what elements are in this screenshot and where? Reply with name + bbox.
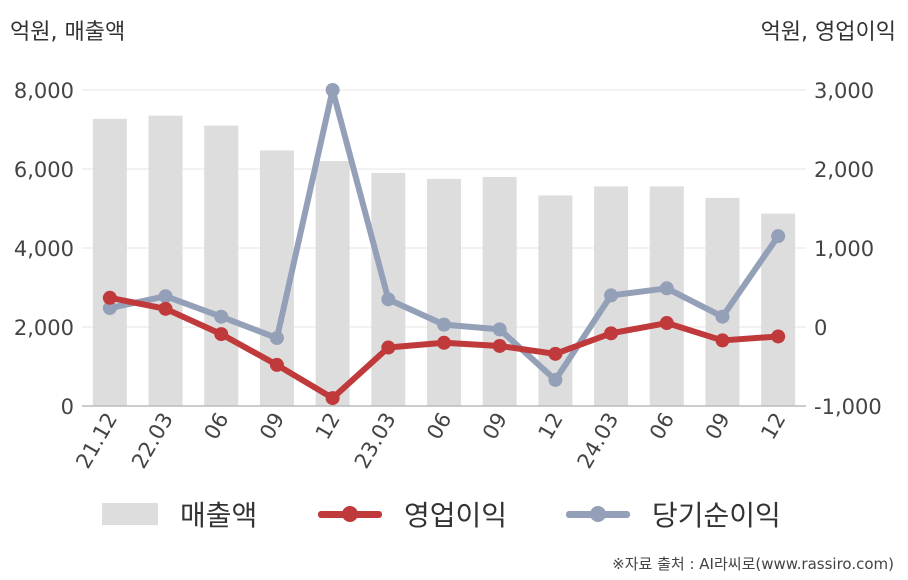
right-axis-unit-label: 억원, 영업이익 <box>760 20 896 45</box>
point-operating-profit-8 <box>548 346 563 361</box>
right-tick-label-4: 3,000 <box>814 79 874 103</box>
x-tick-label-10: 06 <box>645 409 679 444</box>
x-tick-label-11: 09 <box>701 409 735 444</box>
point-net-income-3 <box>269 331 284 346</box>
point-net-income-6 <box>437 317 451 332</box>
point-net-income-8 <box>548 372 563 387</box>
source-credit: ※자료 출처 : AI라씨로(www.rassiro.com) <box>612 555 894 573</box>
point-net-income-4 <box>325 83 340 97</box>
x-tick-label-1: 22.03 <box>127 409 178 473</box>
bar-sales-7 <box>482 176 517 406</box>
left-tick-label-4: 8,000 <box>14 79 74 103</box>
x-axis-ticks: 21.12 22.03 06 09 12 23.03 06 09 12 24.03 06 09 12 <box>71 409 790 473</box>
bar-sales-1 <box>148 115 183 407</box>
legend-label-operating-profit: 영업이익 <box>404 499 508 532</box>
right-tick-label-1: 0 <box>814 316 827 340</box>
legend-swatch-net-income <box>566 503 630 525</box>
bar-sales-6 <box>427 178 461 406</box>
x-tick-label-2: 06 <box>199 409 233 444</box>
point-net-income-12 <box>771 229 786 244</box>
legend-label-net-income: 당기순이익 <box>652 499 781 532</box>
legend: 매출액 영업이익 당기순이익 <box>0 492 908 536</box>
point-operating-profit-3 <box>269 357 284 372</box>
point-operating-profit-0 <box>102 290 117 305</box>
point-net-income-7 <box>492 322 507 337</box>
point-net-income-2 <box>214 309 229 324</box>
x-tick-label-0: 21.12 <box>71 409 122 473</box>
point-operating-profit-7 <box>492 338 507 353</box>
point-net-income-1 <box>158 289 173 304</box>
left-tick-label-2: 4,000 <box>14 237 74 261</box>
point-operating-profit-6 <box>437 335 451 350</box>
point-net-income-9 <box>604 288 619 303</box>
bar-sales-12 <box>761 213 796 406</box>
point-operating-profit-9 <box>604 326 619 341</box>
legend-item-operating-profit: 영업이익 <box>318 492 507 536</box>
legend-label-sales: 매출액 <box>180 499 258 532</box>
point-net-income-0 <box>102 301 117 316</box>
x-tick-label-5: 23.03 <box>350 409 401 473</box>
left-tick-label-0: 0 <box>61 395 74 419</box>
point-operating-profit-2 <box>214 327 229 342</box>
left-tick-label-3: 6,000 <box>14 158 74 182</box>
x-tick-label-7: 09 <box>478 409 512 444</box>
point-operating-profit-10 <box>659 316 674 331</box>
left-tick-label-1: 2,000 <box>14 316 74 340</box>
bar-sales-2 <box>204 125 239 407</box>
x-tick-label-9: 24.03 <box>573 409 624 473</box>
point-operating-profit-4 <box>325 391 340 406</box>
bar-sales-4 <box>315 161 350 406</box>
point-operating-profit-12 <box>771 329 786 344</box>
point-operating-profit-5 <box>381 340 396 355</box>
x-tick-label-12: 12 <box>756 409 790 444</box>
point-operating-profit-11 <box>715 333 730 348</box>
x-tick-label-6: 06 <box>422 409 456 444</box>
right-axis-ticks: -1,000 0 1,000 2,000 3,000 <box>814 79 882 419</box>
sales-bars <box>92 115 796 407</box>
x-tick-label-8: 12 <box>534 409 568 444</box>
left-axis-unit-label: 억원, 매출액 <box>10 20 126 45</box>
legend-swatch-sales <box>102 503 158 525</box>
point-operating-profit-1 <box>158 301 173 316</box>
legend-item-sales: 매출액 <box>102 492 257 536</box>
right-tick-label-3: 2,000 <box>814 158 874 182</box>
point-net-income-10 <box>659 281 674 296</box>
right-tick-label-0: -1,000 <box>814 395 882 419</box>
bar-sales-0 <box>92 118 127 407</box>
legend-item-net-income: 당기순이익 <box>566 492 781 536</box>
x-tick-label-3: 09 <box>255 409 289 444</box>
legend-swatch-operating-profit <box>318 503 382 525</box>
right-tick-label-2: 1,000 <box>814 237 874 261</box>
x-tick-label-4: 12 <box>311 409 345 444</box>
point-net-income-11 <box>715 309 730 324</box>
point-net-income-5 <box>381 292 396 307</box>
left-axis-ticks: 0 2,000 4,000 6,000 8,000 <box>14 79 74 419</box>
profit-lines <box>102 83 786 406</box>
